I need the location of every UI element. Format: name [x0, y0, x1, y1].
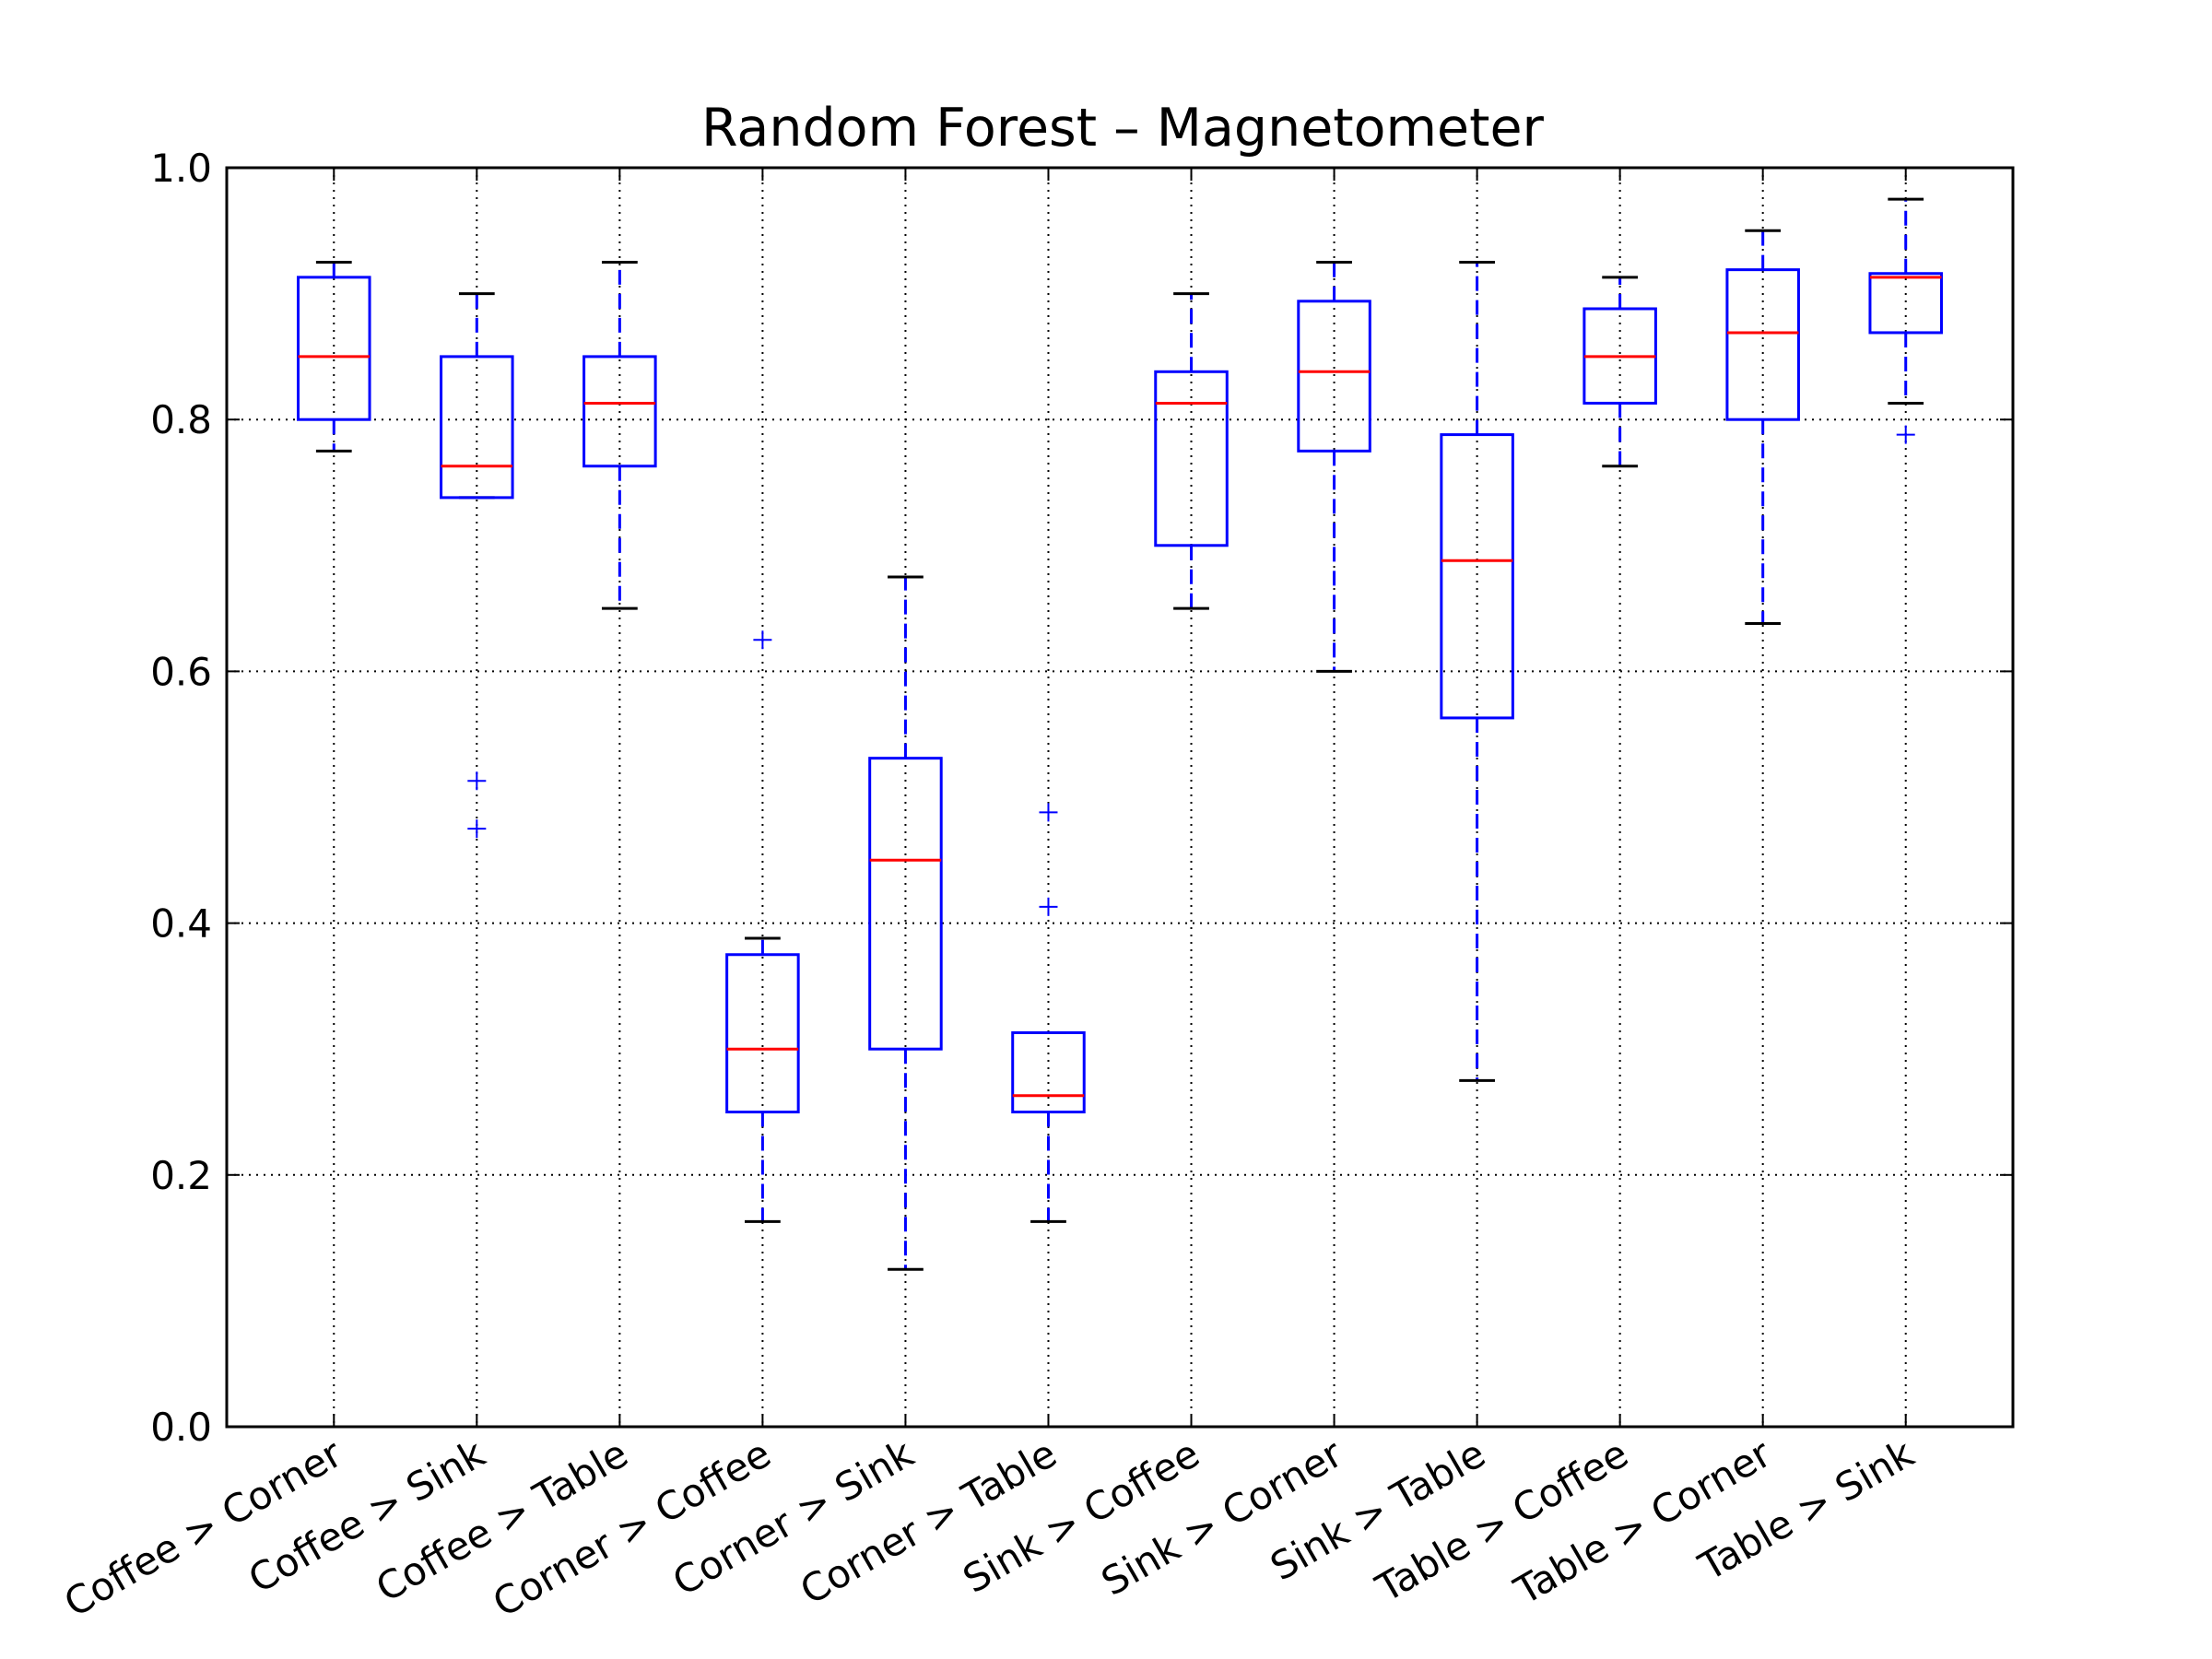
iqr-box — [1868, 272, 1943, 335]
iqr-box — [1297, 300, 1371, 453]
iqr-box — [1725, 268, 1800, 421]
box-group — [1297, 260, 1371, 673]
y-tick-label: 0.6 — [150, 649, 212, 694]
outlier-marker — [1039, 803, 1058, 822]
y-tick-label: 1.0 — [150, 146, 212, 191]
box-group — [1868, 197, 1943, 444]
outlier-marker — [753, 630, 772, 650]
iqr-box — [868, 757, 943, 1051]
plot-area — [227, 168, 2013, 1427]
y-tick-label: 0.4 — [150, 901, 212, 947]
iqr-box — [1154, 370, 1229, 547]
box-group — [868, 575, 943, 1271]
chart-title: Random Forest – Magnetometer — [701, 98, 1544, 159]
box-series — [297, 197, 1943, 1271]
outlier-marker — [467, 771, 487, 791]
box-group — [297, 260, 371, 453]
y-tick-label: 0.0 — [150, 1405, 212, 1450]
box-group — [1583, 276, 1657, 468]
iqr-box — [1011, 1030, 1086, 1114]
y-tick-label: 0.2 — [150, 1153, 212, 1198]
grid-lines — [227, 168, 2013, 1427]
box-group — [1011, 803, 1086, 1223]
iqr-box — [297, 276, 371, 421]
iqr-box — [1440, 433, 1514, 720]
y-tick-label: 0.8 — [150, 397, 212, 442]
axis-ticks — [227, 167, 2013, 1428]
y-axis-tick-labels: 0.0 0.2 0.4 0.6 0.8 1.0 — [150, 146, 212, 1450]
box-group — [1440, 260, 1514, 1082]
box-group — [440, 292, 514, 839]
outlier-marker — [1896, 425, 1915, 444]
box-group — [1154, 292, 1229, 610]
box-group — [582, 260, 657, 610]
iqr-box — [582, 355, 657, 468]
outlier-marker — [1039, 897, 1058, 916]
iqr-box — [440, 355, 514, 500]
outlier-marker — [467, 819, 487, 839]
box-group — [725, 630, 800, 1223]
iqr-box — [725, 953, 800, 1113]
box-group — [1725, 229, 1800, 625]
plot-frame — [225, 166, 2015, 1429]
